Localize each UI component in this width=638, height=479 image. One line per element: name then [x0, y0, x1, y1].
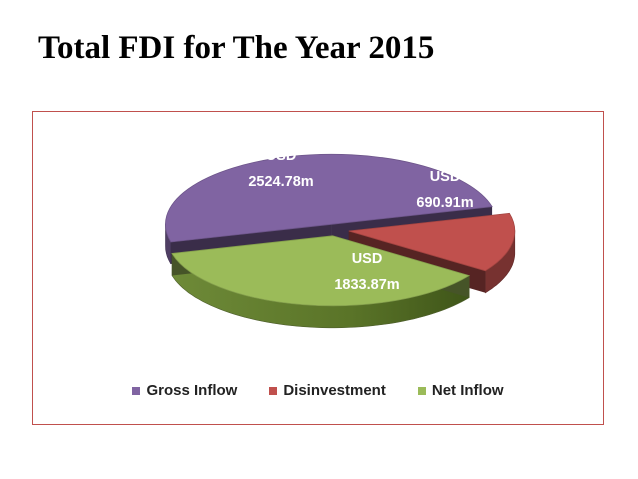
legend-swatch-gross-inflow	[132, 386, 141, 395]
pie-slice-gross-inflow	[165, 153, 493, 243]
legend-label-gross-inflow: Gross Inflow	[146, 382, 238, 399]
legend-swatch-disinvestment	[269, 386, 278, 395]
data-label-disinvestment-value: 690.91m	[416, 195, 473, 211]
legend-label-net-inflow: Net Inflow	[431, 382, 504, 399]
data-label-net-inflow-value: 1833.87m	[334, 277, 399, 293]
legend-item-disinvestment: Disinvestment	[269, 382, 386, 399]
data-label-net-inflow-currency: USD	[352, 251, 383, 267]
legend-label-disinvestment: Disinvestment	[283, 382, 386, 399]
pie-slice-disinvestment	[348, 212, 516, 272]
legend-item-gross-inflow: Gross Inflow	[132, 382, 237, 399]
pie-slice-net-inflow	[171, 235, 471, 307]
legend-item-net-inflow: Net Inflow	[417, 382, 504, 399]
data-label-gross-inflow-currency: USD	[266, 148, 297, 164]
chart-frame: USD 2524.78m USD 690.91m USD 1833.87m Gross I…	[32, 111, 604, 425]
legend-swatch-net-inflow	[417, 386, 426, 395]
chart-legend: Gross Inflow Disinvestment Net Inflow	[33, 382, 603, 399]
data-label-disinvestment-currency: USD	[430, 169, 461, 185]
pie-chart: USD 2524.78m USD 690.91m USD 1833.87m	[165, 148, 516, 329]
data-label-gross-inflow-value: 2524.78m	[248, 174, 313, 190]
slide-title: Total FDI for The Year 2015	[38, 30, 435, 66]
